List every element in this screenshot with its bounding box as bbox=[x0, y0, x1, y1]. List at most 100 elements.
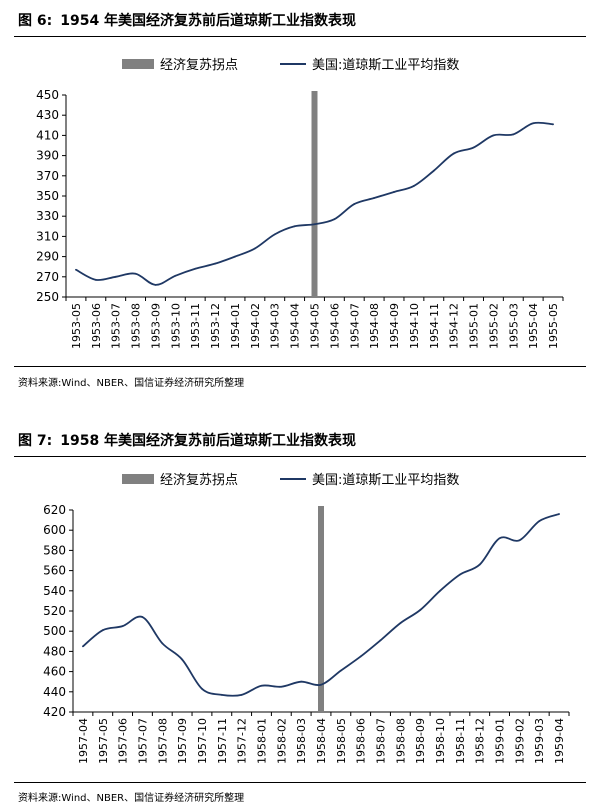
figure-7-chart: 经济复苏拐点 美国:道琼斯工业平均指数 420 440 460 480 500 520 540 5… bbox=[43, 472, 570, 764]
x-tick-label: 1953-12 bbox=[209, 303, 222, 349]
figure-6-top-rule bbox=[14, 36, 586, 37]
y-tick-label: 560 bbox=[43, 564, 66, 578]
x-tick-label: 1958-02 bbox=[275, 718, 288, 764]
legend: 经济复苏拐点 美国:道琼斯工业平均指数 bbox=[122, 472, 459, 488]
figure-6-chart: 经济复苏拐点 美国:道琼斯工业平均指数 250 270 290 310 330 350 370 3… bbox=[36, 57, 564, 349]
data-point bbox=[174, 274, 177, 277]
data-point bbox=[478, 563, 481, 566]
data-point bbox=[518, 539, 521, 542]
x-tick-label: 1957-08 bbox=[156, 718, 169, 764]
recovery-marker-bar bbox=[318, 506, 324, 712]
x-tick-label: 1954-10 bbox=[408, 303, 421, 349]
data-point bbox=[253, 247, 256, 250]
figure-7-title: 图 7: 1958 年美国经济复苏前后道琼斯工业指数表现 bbox=[18, 430, 356, 450]
data-point bbox=[532, 122, 535, 125]
data-point bbox=[452, 152, 455, 155]
x-tick-label: 1954-01 bbox=[229, 303, 242, 349]
y-tick-label: 330 bbox=[36, 209, 59, 223]
x-tick-label: 1954-07 bbox=[348, 303, 361, 349]
x-tick-label: 1959-03 bbox=[533, 718, 546, 764]
x-tick-label: 1957-06 bbox=[117, 718, 130, 764]
x-tick-label: 1954-03 bbox=[269, 303, 282, 349]
figure-6-source: 资料来源:Wind、NBER、国信证券经济研究所整理 bbox=[18, 378, 245, 389]
x-tick-label: 1954-08 bbox=[368, 303, 381, 349]
x-tick-label: 1953-09 bbox=[149, 303, 162, 349]
data-point bbox=[240, 693, 243, 696]
data-point bbox=[399, 622, 402, 625]
y-tick-label: 390 bbox=[36, 149, 59, 163]
data-point bbox=[75, 268, 77, 271]
data-point bbox=[353, 203, 356, 205]
data-point bbox=[439, 589, 441, 592]
x-tick-label: 1955-04 bbox=[527, 303, 540, 349]
data-point bbox=[313, 223, 316, 226]
data-point bbox=[161, 642, 164, 645]
data-point bbox=[141, 616, 144, 618]
figure-7-source: 资料来源:Wind、NBER、国信证券经济研究所整理 bbox=[18, 793, 245, 804]
x-tick-label: 1958-09 bbox=[414, 718, 427, 764]
data-point bbox=[552, 123, 554, 126]
data-point bbox=[373, 197, 376, 199]
x-tick-label: 1957-10 bbox=[196, 718, 209, 764]
y-tick-label: 250 bbox=[36, 290, 59, 304]
data-point bbox=[300, 680, 303, 683]
data-point bbox=[114, 275, 117, 278]
data-point bbox=[333, 218, 336, 221]
y-tick-label: 450 bbox=[36, 88, 59, 102]
y-tick-label: 600 bbox=[43, 523, 66, 537]
x-tick-label: 1955-01 bbox=[468, 303, 481, 349]
x-tick-label: 1957-04 bbox=[77, 718, 90, 764]
x-tick-label: 1955-05 bbox=[547, 303, 560, 349]
data-point bbox=[339, 669, 342, 672]
data-point bbox=[432, 169, 435, 172]
x-tick-label: 1953-08 bbox=[130, 303, 143, 349]
data-point bbox=[458, 573, 461, 576]
x-tick-label: 1959-01 bbox=[494, 718, 507, 764]
figure-7-top-rule bbox=[14, 456, 586, 457]
x-tick-label: 1958-05 bbox=[335, 718, 348, 764]
x-tick-label: 1958-10 bbox=[434, 718, 447, 764]
data-point bbox=[194, 267, 197, 270]
y-tick-label: 420 bbox=[43, 705, 66, 719]
data-point bbox=[419, 609, 422, 611]
y-tick-label: 500 bbox=[43, 624, 66, 638]
x-tick-label: 1954-04 bbox=[289, 303, 302, 349]
x-tick-label: 1958-11 bbox=[454, 718, 467, 764]
figure-6-bottom-rule bbox=[14, 366, 586, 367]
x-tick-label: 1957-11 bbox=[216, 718, 229, 764]
y-tick-label: 370 bbox=[36, 169, 59, 183]
legend-label-line: 美国:道琼斯工业平均指数 bbox=[312, 473, 459, 488]
y-tick-label: 620 bbox=[43, 503, 66, 517]
x-tick-label: 1955-03 bbox=[507, 303, 520, 349]
x-tick-label: 1958-12 bbox=[474, 718, 487, 764]
data-point bbox=[273, 233, 276, 236]
y-tick-label: 270 bbox=[36, 270, 59, 284]
y-tick-label: 290 bbox=[36, 250, 59, 264]
figure-7-label: 图 7: bbox=[18, 433, 53, 449]
legend-swatch-marker bbox=[122, 59, 154, 69]
data-point bbox=[94, 278, 97, 281]
x-tick-label: 1958-08 bbox=[394, 718, 407, 764]
data-point bbox=[498, 537, 501, 540]
x-tick-label: 1954-11 bbox=[428, 303, 441, 349]
data-point bbox=[538, 520, 541, 523]
x-tick-label: 1954-05 bbox=[309, 303, 322, 349]
x-tick-label: 1954-09 bbox=[388, 303, 401, 349]
data-point bbox=[220, 693, 223, 696]
figure-6-label: 图 6: bbox=[18, 13, 53, 29]
data-point bbox=[82, 645, 84, 648]
data-point bbox=[154, 283, 157, 286]
data-point bbox=[379, 639, 382, 642]
y-tick-label: 430 bbox=[36, 108, 59, 122]
x-tick-label: 1957-05 bbox=[97, 718, 110, 764]
data-point bbox=[234, 255, 236, 258]
x-tick-label: 1958-06 bbox=[355, 718, 368, 764]
data-point bbox=[121, 625, 124, 628]
x-tick-label: 1954-02 bbox=[249, 303, 262, 349]
recovery-marker-bar bbox=[311, 91, 318, 297]
data-point bbox=[201, 687, 203, 690]
y-tick-label: 540 bbox=[43, 584, 66, 598]
data-point bbox=[181, 658, 184, 661]
x-tick-label: 1953-10 bbox=[169, 303, 182, 349]
figure-6-panel: 图 6: 1954 年美国经济复苏前后道琼斯工业指数表现 经济复苏拐点 美国:道琼斯… bbox=[0, 0, 600, 400]
